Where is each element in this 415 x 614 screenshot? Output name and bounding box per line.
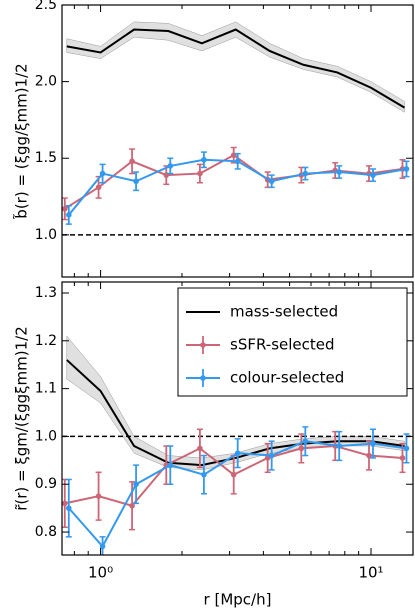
- axes-frame: [61, 4, 414, 278]
- series-line: [66, 359, 405, 467]
- y-tick-label: 1.1: [35, 381, 57, 397]
- point: [370, 172, 376, 178]
- legend-label: sSFR-selected: [230, 336, 335, 354]
- series-line: [66, 28, 405, 109]
- point: [366, 452, 372, 459]
- legend-label: colour-selected: [230, 369, 344, 387]
- point: [129, 502, 135, 509]
- confidence-band: [66, 335, 405, 471]
- point: [230, 471, 237, 478]
- point: [133, 178, 139, 185]
- point: [167, 163, 174, 169]
- point: [234, 158, 241, 165]
- x-tick-label: 10¹: [358, 564, 383, 582]
- x-tick-label: 10⁰: [88, 564, 113, 582]
- point: [129, 158, 135, 165]
- y-tick-label: 0.8: [35, 524, 57, 540]
- point: [302, 438, 309, 445]
- point: [197, 170, 203, 177]
- x-axis-label: r [Mpc/h]: [204, 591, 272, 609]
- y-tick-label: 1.2: [35, 333, 57, 349]
- point: [99, 170, 106, 177]
- y-tick-label: 1.3: [35, 285, 57, 301]
- point: [234, 450, 241, 456]
- axes-frame: [61, 281, 414, 556]
- point: [298, 445, 305, 452]
- point: [99, 543, 106, 550]
- legend-label: mass-selected: [230, 303, 338, 321]
- point: [95, 493, 102, 499]
- point: [133, 481, 139, 488]
- legend-swatch: [200, 342, 206, 348]
- point: [65, 212, 72, 218]
- y-tick-label: 1.5: [35, 150, 57, 166]
- point: [302, 170, 309, 177]
- legend-swatch: [200, 375, 206, 381]
- y-axis-label: r̃(r) = ξgm/(ξggξmm)1/2: [13, 326, 31, 511]
- y-tick-label: 2.0: [35, 74, 57, 90]
- point: [197, 445, 203, 452]
- plot-area: [62, 335, 413, 555]
- plot-area: [62, 21, 413, 236]
- point: [95, 184, 102, 191]
- point: [403, 166, 410, 172]
- y-tick-label: 1.0: [35, 227, 57, 243]
- y-tick-label: 0.9: [35, 476, 57, 492]
- point: [65, 505, 72, 511]
- y-tick-label: 2.5: [35, 0, 57, 13]
- point: [399, 455, 406, 461]
- point: [268, 452, 275, 459]
- point: [201, 156, 207, 163]
- y-tick-label: 1.0: [35, 428, 57, 444]
- point: [62, 500, 68, 507]
- point: [336, 169, 343, 175]
- point: [62, 206, 68, 212]
- point: [336, 443, 343, 449]
- point: [403, 445, 410, 452]
- point: [370, 440, 376, 447]
- point: [268, 178, 275, 185]
- confidence-band: [66, 21, 405, 113]
- point: [167, 462, 174, 468]
- y-axis-label: b̃(r) = (ξgg/ξmm)1/2: [12, 63, 31, 220]
- point: [201, 471, 207, 478]
